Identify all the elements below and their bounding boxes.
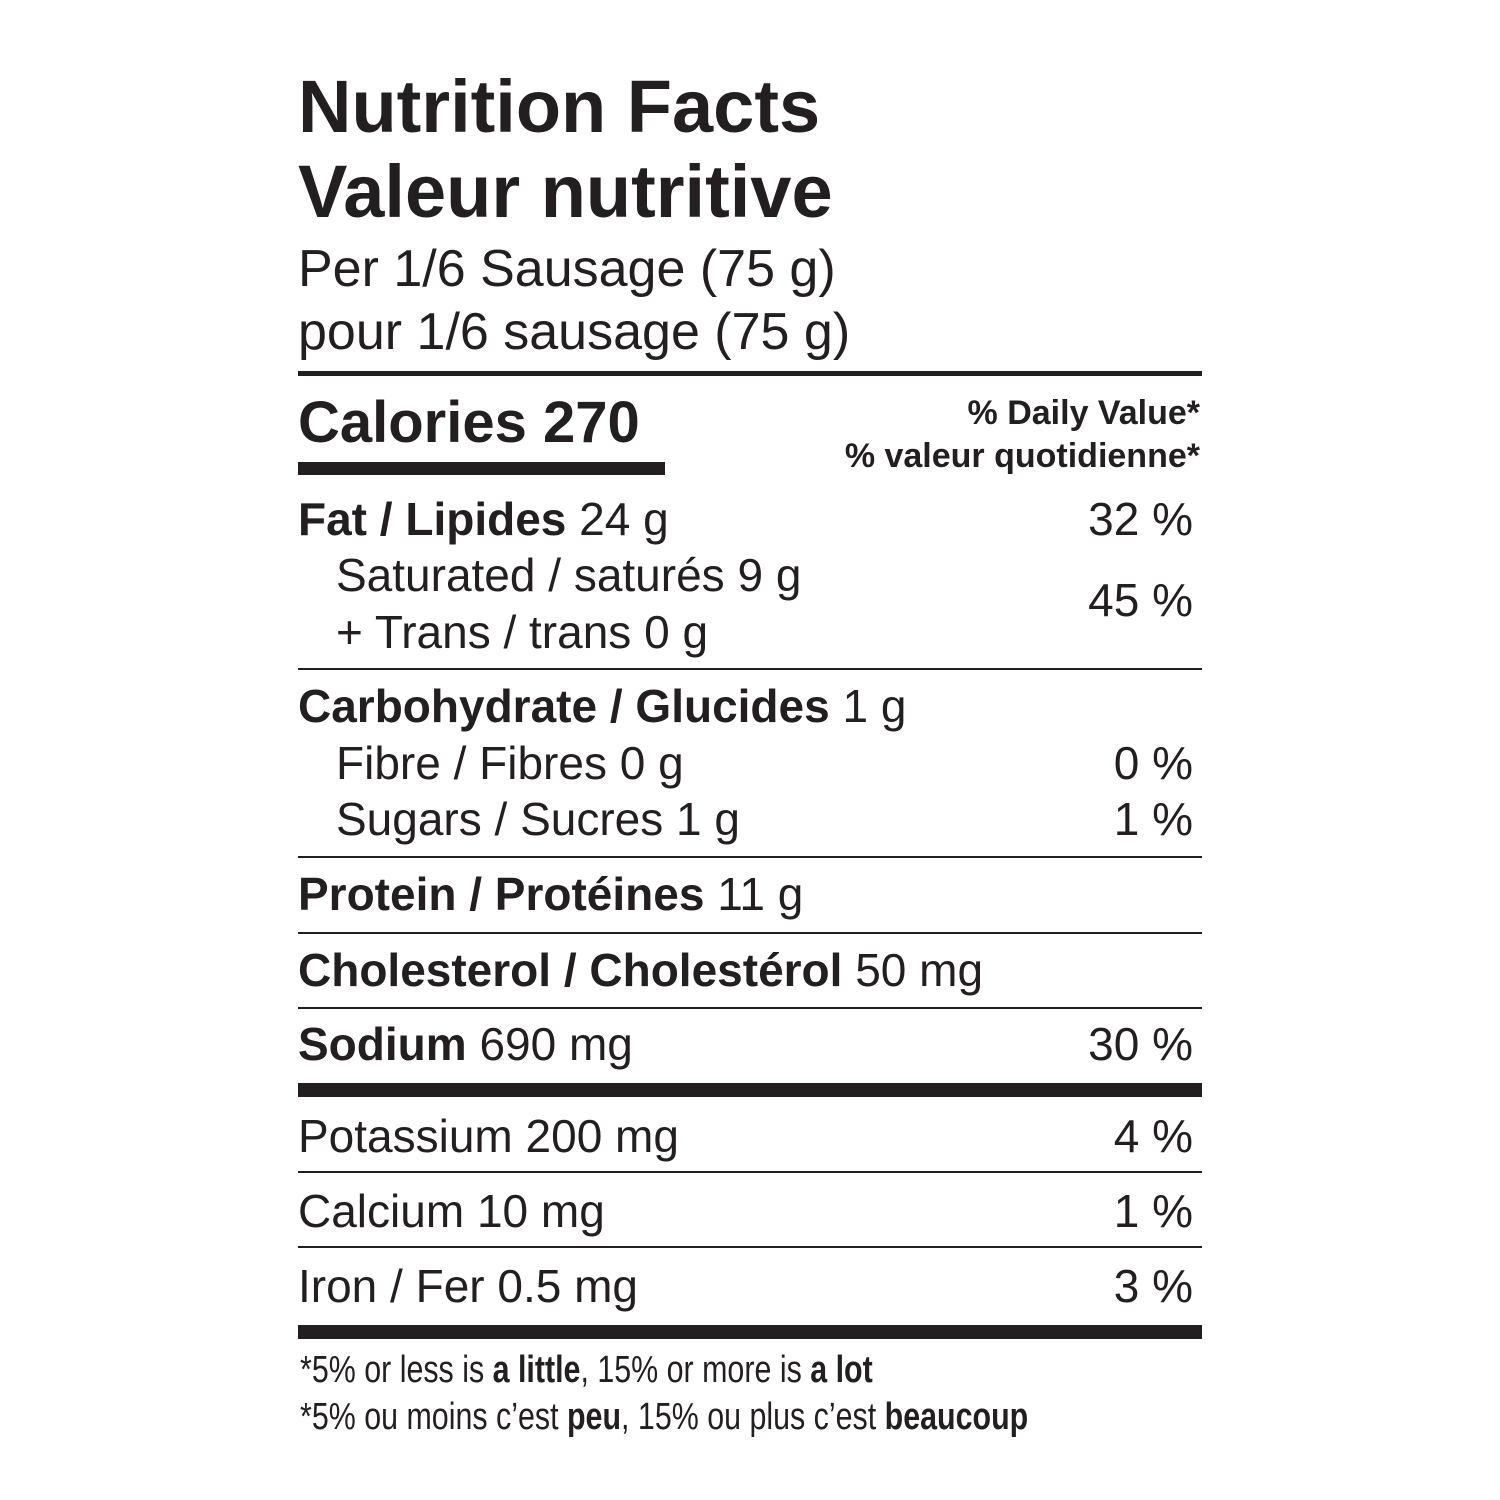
iron-row: Iron / Fer 0.5 mg	[298, 1263, 638, 1309]
sugars-row: Sugars / Sucres 1 g	[336, 796, 740, 842]
saturated-trans-dv: 45 %	[1088, 574, 1193, 626]
divider	[298, 856, 1202, 858]
footnote-text: *5% or less is	[300, 1349, 493, 1391]
potassium-amount: 200 mg	[525, 1110, 679, 1162]
fat-dv: 32 %	[1088, 493, 1193, 545]
divider	[298, 1007, 1202, 1009]
title-fr: Valeur nutritive	[298, 150, 833, 233]
footnote-emphasis: beaucoup	[884, 1396, 1029, 1438]
carbohydrate-row: Carbohydrate / Glucides 1 g	[298, 683, 906, 729]
sugars-amount: 1 g	[676, 793, 740, 845]
saturated-row: Saturated / saturés 9 g	[336, 552, 801, 598]
divider-top	[298, 371, 1202, 376]
daily-value-header-fr: % valeur quotidienne*	[844, 437, 1200, 475]
serving-size-en: Per 1/6 Sausage (75 g)	[298, 240, 836, 298]
potassium-label: Potassium	[298, 1110, 513, 1162]
protein-amount: 11 g	[717, 868, 804, 920]
footnote-text: , 15% or more is	[580, 1349, 811, 1391]
divider	[298, 1171, 1202, 1173]
cholesterol-row: Cholesterol / Cholestérol 50 mg	[298, 947, 983, 993]
iron-amount: 0.5 mg	[497, 1260, 639, 1312]
sodium-amount: 690 mg	[479, 1018, 633, 1070]
daily-value-header-en: % Daily Value*	[967, 394, 1200, 432]
cholesterol-amount: 50 mg	[855, 944, 984, 996]
divider-thick	[298, 1083, 1202, 1097]
fibre-label: Fibre / Fibres	[336, 737, 607, 789]
divider-thick	[298, 1325, 1202, 1339]
footnote-fr: *5% ou moins c’est peu, 15% ou plus c’es…	[300, 1398, 1028, 1436]
divider	[298, 932, 1202, 934]
potassium-row: Potassium 200 mg	[298, 1113, 679, 1159]
fibre-row: Fibre / Fibres 0 g	[336, 740, 684, 786]
trans-label: + Trans / trans	[336, 606, 632, 658]
trans-row: + Trans / trans 0 g	[336, 609, 708, 655]
calcium-dv: 1 %	[1113, 1185, 1193, 1237]
calories: Calories 270	[298, 394, 640, 452]
footnote-en: *5% or less is a little, 15% or more is …	[300, 1351, 873, 1389]
footnote-emphasis: a little	[492, 1349, 581, 1391]
sugars-label: Sugars / Sucres	[336, 793, 664, 845]
serving-size-fr: pour 1/6 sausage (75 g)	[298, 303, 851, 361]
calcium-label: Calcium	[298, 1185, 465, 1237]
carbohydrate-label: Carbohydrate / Glucides	[298, 680, 830, 732]
sodium-label: Sodium	[298, 1018, 467, 1070]
divider	[298, 668, 1202, 670]
calories-label: Calories	[298, 390, 527, 455]
carbohydrate-amount: 1 g	[842, 680, 907, 732]
iron-label: Iron / Fer	[298, 1260, 485, 1312]
footnote-text: , 15% ou plus c’est	[621, 1396, 885, 1438]
footnote-text: *5% ou moins c’est	[300, 1396, 567, 1438]
calcium-amount: 10 mg	[476, 1185, 605, 1237]
fibre-amount: 0 g	[619, 737, 684, 789]
fibre-dv: 0 %	[1113, 737, 1193, 789]
fat-label: Fat / Lipides	[298, 493, 567, 545]
iron-dv: 3 %	[1113, 1260, 1193, 1312]
calcium-row: Calcium 10 mg	[298, 1188, 605, 1234]
protein-row: Protein / Protéines 11 g	[298, 871, 803, 917]
cholesterol-label: Cholesterol / Cholestérol	[298, 944, 843, 996]
calories-underline	[298, 462, 665, 475]
fat-row: Fat / Lipides 24 g	[298, 496, 669, 542]
sodium-dv: 30 %	[1088, 1018, 1193, 1070]
title-en: Nutrition Facts	[298, 65, 821, 148]
potassium-dv: 4 %	[1113, 1110, 1193, 1162]
divider	[298, 1246, 1202, 1248]
footnote-emphasis: a lot	[810, 1349, 873, 1391]
sugars-dv: 1 %	[1113, 793, 1193, 845]
saturated-amount: 9 g	[737, 549, 802, 601]
trans-amount: 0 g	[644, 606, 709, 658]
saturated-label: Saturated / saturés	[336, 549, 725, 601]
footnote-emphasis: peu	[566, 1396, 622, 1438]
calories-value: 270	[543, 390, 640, 455]
sodium-row: Sodium 690 mg	[298, 1021, 633, 1067]
fat-amount: 24 g	[579, 493, 669, 545]
protein-label: Protein / Protéines	[298, 868, 705, 920]
